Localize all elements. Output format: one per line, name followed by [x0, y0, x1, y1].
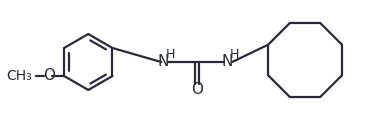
Text: N: N [158, 54, 169, 69]
Text: CH₃: CH₃ [6, 69, 32, 83]
Text: N: N [221, 54, 233, 69]
Text: H: H [229, 48, 239, 60]
Text: H: H [166, 48, 175, 60]
Text: O: O [191, 82, 203, 97]
Text: O: O [43, 69, 55, 84]
